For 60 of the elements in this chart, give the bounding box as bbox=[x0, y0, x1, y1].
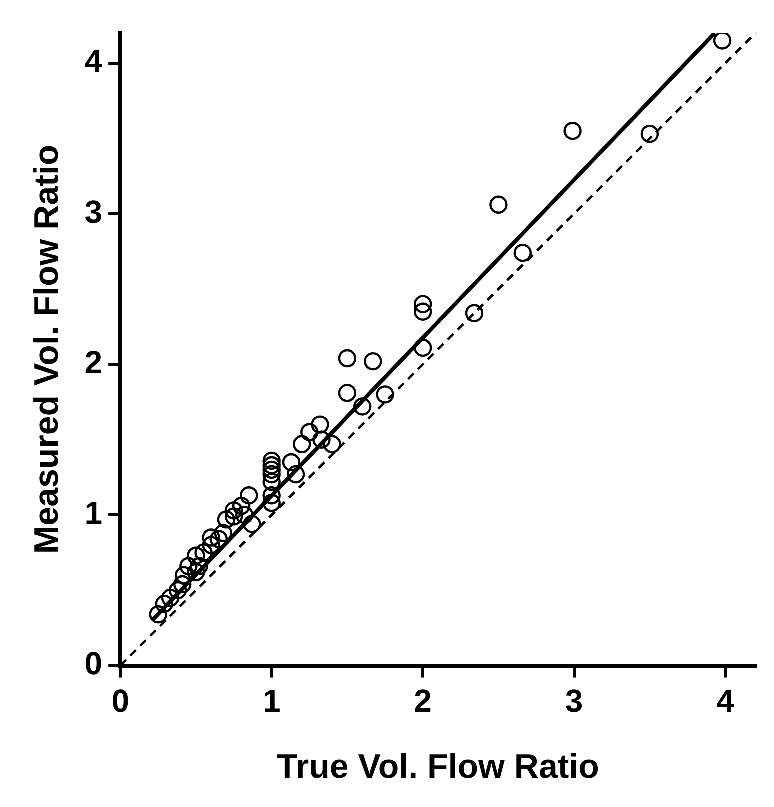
point bbox=[262, 456, 281, 475]
point bbox=[224, 508, 244, 526]
point bbox=[514, 244, 532, 262]
point bbox=[168, 581, 188, 600]
point bbox=[312, 430, 331, 449]
point bbox=[240, 486, 258, 505]
y-tick-label: 4 bbox=[84, 43, 103, 80]
x-tick-label: 4 bbox=[716, 682, 735, 719]
point bbox=[224, 502, 244, 520]
point bbox=[232, 497, 251, 516]
point bbox=[243, 515, 262, 534]
y-tick-label: 0 bbox=[84, 646, 103, 682]
point bbox=[414, 338, 432, 358]
point bbox=[187, 546, 206, 565]
point bbox=[262, 494, 281, 512]
point bbox=[187, 563, 206, 582]
point bbox=[564, 122, 582, 140]
point bbox=[292, 435, 312, 454]
point bbox=[262, 460, 281, 480]
point bbox=[376, 386, 394, 404]
point bbox=[465, 304, 484, 322]
point bbox=[262, 486, 281, 505]
point bbox=[490, 196, 508, 214]
x-tick-label: 1 bbox=[262, 682, 281, 719]
x-tick-label: 2 bbox=[414, 682, 432, 719]
point bbox=[175, 566, 194, 585]
point bbox=[640, 125, 660, 144]
y-tick-label: 2 bbox=[84, 344, 103, 380]
point bbox=[338, 349, 357, 368]
point bbox=[311, 416, 330, 434]
point bbox=[217, 510, 236, 529]
point bbox=[286, 465, 306, 484]
point bbox=[194, 544, 213, 562]
point bbox=[202, 528, 220, 547]
point bbox=[149, 605, 168, 624]
y-tick-label: 3 bbox=[84, 194, 103, 230]
point bbox=[713, 33, 732, 50]
x-axis-title: True Vol. Flow Ratio bbox=[277, 748, 600, 786]
point bbox=[414, 302, 432, 321]
point bbox=[214, 524, 233, 542]
x-tick-label: 3 bbox=[565, 682, 584, 719]
point bbox=[174, 575, 192, 594]
x-tick-label: 0 bbox=[112, 682, 130, 719]
point bbox=[300, 423, 319, 442]
point bbox=[262, 452, 281, 470]
point bbox=[180, 557, 198, 576]
point bbox=[155, 594, 174, 614]
point bbox=[210, 530, 228, 548]
point bbox=[161, 588, 180, 608]
point bbox=[262, 472, 281, 492]
y-tick-label: 1 bbox=[84, 495, 103, 532]
point bbox=[282, 453, 301, 472]
point bbox=[414, 295, 432, 314]
point bbox=[338, 384, 357, 402]
point bbox=[353, 398, 372, 416]
point bbox=[364, 352, 382, 371]
point bbox=[262, 465, 281, 484]
point bbox=[202, 536, 220, 554]
y-axis-title: Measured Vol. Flow Ratio bbox=[28, 144, 66, 554]
point bbox=[323, 435, 342, 454]
